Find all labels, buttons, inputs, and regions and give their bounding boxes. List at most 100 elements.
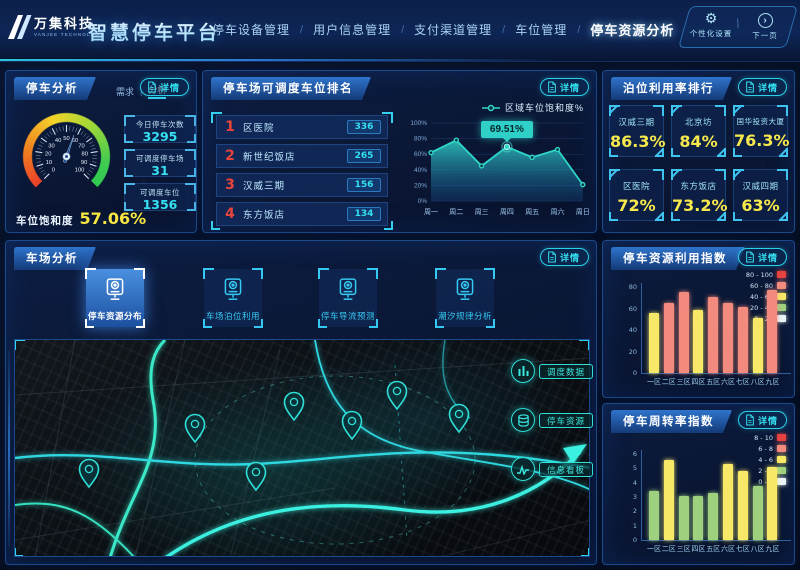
svg-text:周四: 周四 [500, 208, 514, 216]
detail-button[interactable]: 详情 [737, 248, 787, 266]
rank-row[interactable]: 2 新世纪饭店 265 [216, 144, 388, 168]
chart-bar [649, 491, 659, 540]
settings-button[interactable]: ⚙ 个性化设置 [689, 10, 733, 38]
chart-bar [752, 485, 763, 540]
logo-text-cn: 万集科技 [34, 16, 95, 31]
top-nav-bar: 万集科技 VANJEE TECHNOLOGY 智慧停车平台 停车设备管理 / 用… [0, 0, 800, 62]
parking-meter-icon [456, 278, 474, 300]
map-pin [386, 380, 408, 410]
svg-text:90: 90 [81, 160, 87, 166]
svg-text:50: 50 [63, 136, 69, 142]
tab-demand[interactable]: 需求 [116, 86, 135, 97]
svg-text:20%: 20% [414, 182, 427, 189]
svg-text:40: 40 [55, 138, 61, 144]
svg-text:100: 100 [75, 168, 85, 174]
saturation-area-chart: 区域车位饱和度% 0% 20% 40% 60% 80% 100% 周一 周二 周三 周四 周五 周六周… [410, 103, 590, 216]
stat-today-parkings: 今日停车次数 3295 [124, 115, 196, 144]
gauge-label: 车位饱和度 [16, 215, 74, 227]
map-button-dispatch-data[interactable]: 调度数据 [511, 359, 594, 383]
chart-bar [693, 495, 704, 540]
svg-text:周一: 周一 [424, 208, 438, 216]
data-point [453, 137, 459, 143]
chart-bar [708, 296, 719, 373]
chart-bar [649, 312, 659, 373]
nav-item-device-mgmt[interactable]: 停车设备管理 [212, 23, 291, 37]
svg-text:80%: 80% [414, 136, 427, 143]
database-icon [517, 413, 529, 427]
svg-text:10: 10 [46, 160, 52, 166]
detail-button[interactable]: 详情 [539, 248, 589, 266]
svg-text:80: 80 [82, 152, 88, 158]
svg-text:60%: 60% [414, 151, 427, 158]
parking-meter-icon [106, 278, 124, 300]
resource-index-bar-chart: 0 20 40 60 80 一区 二区 三区 四区 五区 六区 七区 八区 九区 [609, 277, 793, 393]
area-fill [431, 140, 583, 201]
detail-button[interactable]: 详情 [139, 78, 189, 96]
svg-text:0: 0 [52, 168, 55, 174]
data-point [529, 154, 535, 161]
panel-title-resource-index: 停车资源利用指数 [611, 247, 745, 270]
utilization-card: 北京坊 84% [671, 104, 726, 158]
logo-text-en: VANJEE TECHNOLOGY [34, 32, 105, 37]
detail-button[interactable]: 详情 [737, 78, 787, 96]
lot-analysis-panel: 车场分析 详情 停车资源分布 车场泊位利用 停车导流预测 潮汐规律分析 [5, 240, 597, 565]
data-point [554, 146, 561, 153]
panel-title-berth-utilization: 泊位利用率排行 [611, 77, 732, 100]
map-pin [341, 410, 363, 440]
berth-utilization-panel: 泊位利用率排行 详情 汉威三期 86.3% 北京坊 84% 国华投资大厦 76.… [602, 70, 795, 233]
chart-bar [708, 492, 719, 540]
rank-row[interactable]: 4 东方饭店 134 [216, 202, 388, 226]
rank-list: 1 区医院 336 2 新世纪饭店 265 3 汉威三期 156 4 东方饭店 … [211, 112, 393, 230]
map-button-parking-resources[interactable]: 停车资源 [511, 408, 594, 432]
detail-button[interactable]: 详情 [737, 411, 787, 429]
svg-text:70: 70 [78, 144, 84, 150]
dispatch-ranking-panel: 停车场可调度车位排名 详情 1 区医院 336 2 新世纪饭店 265 3 汉威… [202, 70, 597, 233]
legend-swatch [777, 445, 786, 452]
rank-row[interactable]: 1 区医院 336 [216, 115, 388, 139]
map-pin [245, 461, 267, 491]
utilization-card: 汉威三期 86.3% [609, 104, 666, 158]
trend-icon [517, 464, 529, 475]
map-pin [283, 391, 305, 421]
mode-button-flow-forecast[interactable]: 停车导流预测 [318, 268, 378, 328]
legend-swatch [777, 456, 786, 463]
svg-text:周二: 周二 [449, 208, 463, 216]
data-point [478, 163, 485, 169]
legend-swatch [777, 467, 786, 474]
bar-chart-icon [518, 366, 528, 376]
nav-item-resource-analysis[interactable]: 停车资源分析 [590, 23, 675, 38]
svg-text:周日: 周日 [576, 208, 590, 216]
legend-swatch [777, 478, 786, 485]
document-icon [548, 251, 556, 263]
mode-button-resource-distribution[interactable]: 停车资源分布 [85, 268, 145, 328]
chart-bar [663, 303, 674, 373]
map-button-info-board[interactable]: 信息看板 [511, 457, 594, 481]
panel-title-lot-analysis: 车场分析 [14, 247, 96, 270]
nav-item-user-info[interactable]: 用户信息管理 [313, 23, 392, 37]
svg-text:40%: 40% [414, 167, 427, 174]
nav-item-payment[interactable]: 支付渠道管理 [414, 23, 493, 37]
svg-text:0%: 0% [418, 198, 428, 205]
mode-button-berth-usage[interactable]: 车场泊位利用 [203, 268, 263, 328]
rank-row[interactable]: 3 汉威三期 156 [216, 173, 388, 197]
turnover-index-panel: 停车周转率指数 详情 8 - 10 6 - 8 4 - 6 2 - 4 0 - … [602, 403, 795, 565]
chart-legend: 80 - 100 60 - 80 40 - 60 20 - 40 0 - 20 [746, 269, 786, 324]
svg-text:周六: 周六 [551, 207, 565, 216]
city-map[interactable] [14, 339, 590, 557]
document-icon [148, 81, 156, 93]
chart-bar [737, 307, 748, 373]
chart-bar [723, 464, 733, 540]
chart-bar [767, 466, 778, 540]
legend-swatch [777, 304, 786, 311]
saturation-gauge: 0 10 20 30 40 50 60 70 80 90 100 [14, 103, 119, 208]
mode-button-tidal-analysis[interactable]: 潮汐规律分析 [435, 268, 495, 328]
map-pins [78, 380, 470, 491]
chart-bar [663, 459, 674, 540]
nav-item-space-mgmt[interactable]: 车位管理 [515, 23, 568, 37]
gauge-value: 57.06% [79, 209, 147, 228]
next-page-button[interactable]: › 下一页 [752, 13, 778, 40]
detail-button[interactable]: 详情 [539, 78, 589, 96]
document-icon [746, 251, 754, 263]
map-pin [448, 403, 470, 433]
